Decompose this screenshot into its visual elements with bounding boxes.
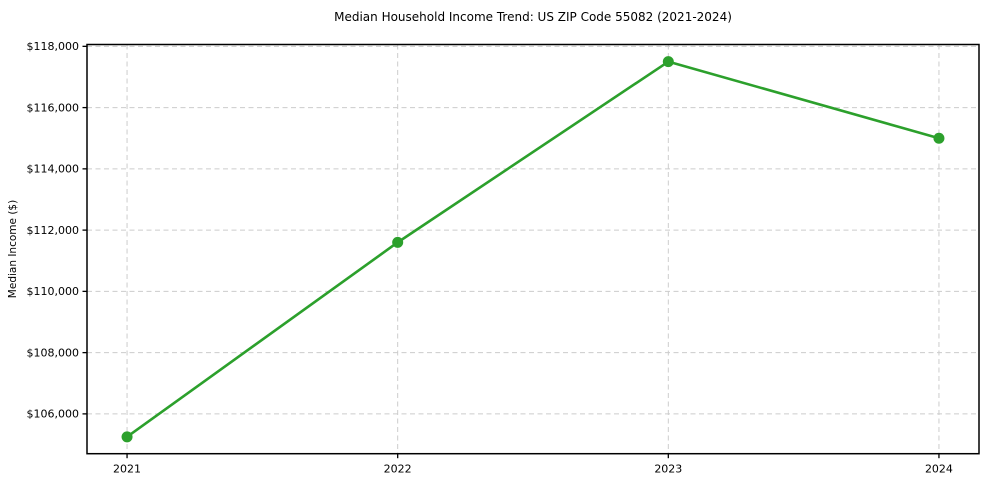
x-tick-label: 2022	[384, 463, 412, 476]
chart-title: Median Household Income Trend: US ZIP Co…	[334, 10, 732, 24]
plot-border	[86, 43, 980, 455]
y-tick-label: $112,000	[27, 224, 80, 237]
plot-area: $106,000 $108,000 $110,000 $112,000 $114,000…	[27, 40, 980, 476]
data-point-2023	[662, 56, 674, 68]
data-point-2022	[392, 236, 404, 248]
trend-line	[125, 60, 941, 439]
y-tick-label: $116,000	[27, 101, 80, 114]
y-axis-label: Median Income ($)	[7, 200, 19, 298]
y-tick-label: $118,000	[27, 40, 80, 53]
x-tick-label: 2024	[925, 463, 953, 476]
y-tick-label: $110,000	[27, 285, 80, 298]
data-point-2024	[933, 132, 945, 144]
y-tick-label: $114,000	[27, 163, 80, 176]
y-tick-label: $108,000	[27, 346, 80, 359]
data-point-2021	[121, 431, 133, 443]
x-tick-label: 2021	[113, 463, 141, 476]
y-tick-label: $106,000	[27, 408, 80, 421]
x-tick-label: 2023	[654, 463, 682, 476]
